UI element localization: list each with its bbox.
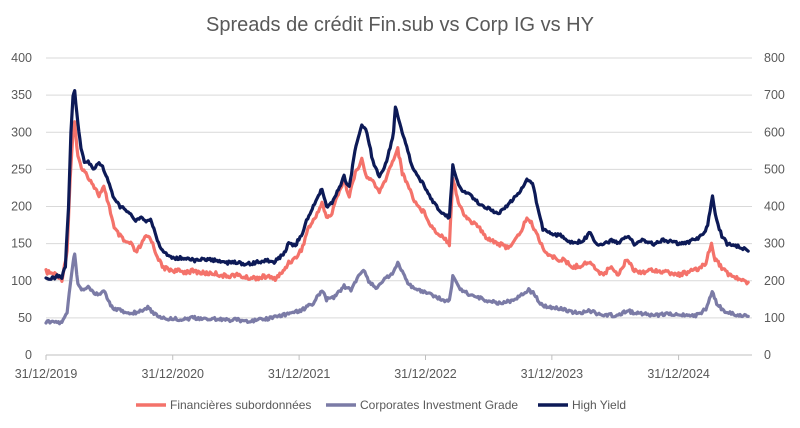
y-left-tick-label: 300 <box>11 125 32 139</box>
y-left-tick-label: 100 <box>11 274 32 288</box>
y-left-tick-label: 50 <box>18 311 32 325</box>
y-right-tick-label: 500 <box>764 162 785 176</box>
y-left-tick-label: 150 <box>11 237 32 251</box>
y-left-tick-label: 400 <box>11 51 32 65</box>
x-tick-label: 31/12/2022 <box>394 367 457 381</box>
legend-label: Financières subordonnées <box>170 398 311 412</box>
y-right-tick-label: 100 <box>764 311 785 325</box>
legend-label: Corporates Investment Grade <box>360 398 518 412</box>
y-right-tick-label: 700 <box>764 88 785 102</box>
series-layer <box>44 89 750 326</box>
series-line-corporates-investment-grade <box>44 252 750 326</box>
y-right-tick-label: 300 <box>764 237 785 251</box>
x-tick-label: 31/12/2024 <box>647 367 710 381</box>
legend-item-financi-res-subordonn-es: Financières subordonnées <box>136 398 311 412</box>
legend-item-high-yield: High Yield <box>538 398 626 412</box>
x-tick-label: 31/12/2021 <box>268 367 331 381</box>
y-right-tick-label: 800 <box>764 51 785 65</box>
legend-item-corporates-investment-grade: Corporates Investment Grade <box>326 398 518 412</box>
x-tick-label: 31/12/2019 <box>15 367 78 381</box>
series-line-high-yield <box>44 89 750 281</box>
y-left-tick-label: 350 <box>11 88 32 102</box>
x-tick-label: 31/12/2020 <box>141 367 204 381</box>
series-line-financi-res-subordonn-es <box>44 120 750 286</box>
y-right-tick-label: 400 <box>764 200 785 214</box>
chart-title: Spreads de crédit Fin.sub vs Corp IG vs … <box>206 14 594 36</box>
grid-layer <box>46 57 752 319</box>
y-left-tick-label: 200 <box>11 200 32 214</box>
legend-label: High Yield <box>572 398 626 412</box>
y-left-tick-label: 0 <box>25 348 32 362</box>
y-right-tick-label: 200 <box>764 274 785 288</box>
y-right-tick-label: 600 <box>764 125 785 139</box>
y-right-tick-label: 0 <box>764 348 771 362</box>
legend: Financières subordonnées Corporates Inves… <box>136 398 626 412</box>
axis-layer: 0 50 100 150 200 250 300 350 400 0 100 200 300 400 500… <box>11 51 785 381</box>
x-tick-label: 31/12/2023 <box>521 367 584 381</box>
y-left-tick-label: 250 <box>11 162 32 176</box>
